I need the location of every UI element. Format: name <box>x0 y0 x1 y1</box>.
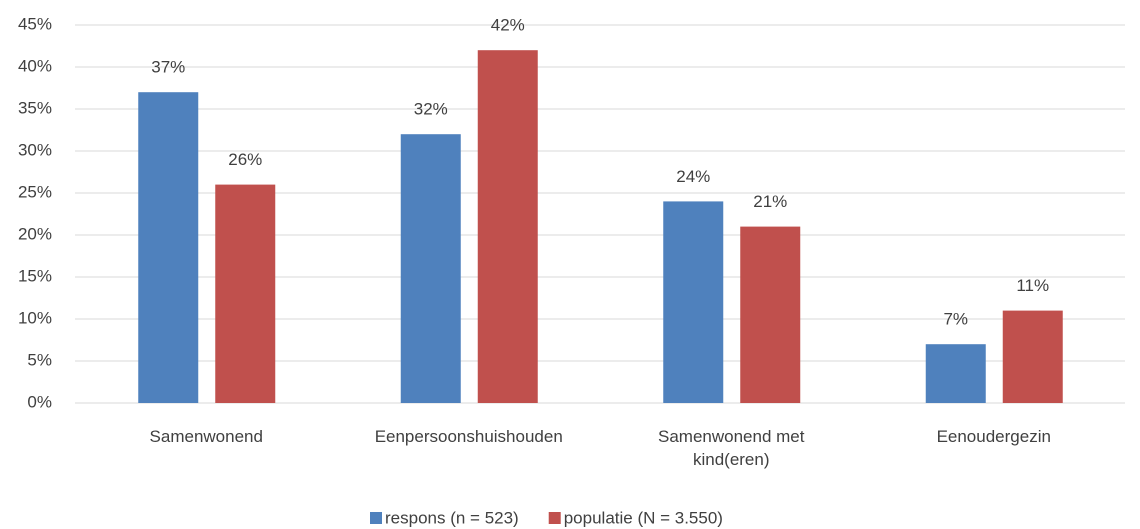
y-tick-label: 5% <box>27 350 52 369</box>
y-tick-label: 25% <box>18 182 52 201</box>
bar <box>663 201 724 403</box>
y-tick-label: 45% <box>18 14 52 33</box>
y-tick-label: 40% <box>18 56 52 75</box>
bar <box>925 344 986 403</box>
bar <box>477 50 538 403</box>
data-label: 24% <box>676 167 710 186</box>
y-tick-label: 20% <box>18 224 52 243</box>
bar <box>1002 310 1063 403</box>
x-tick-label: Samenwonend met kind(eren) <box>658 427 805 469</box>
x-tick-label: Eenoudergezin <box>936 427 1051 446</box>
bar <box>400 134 461 403</box>
data-label: 21% <box>753 192 787 211</box>
y-tick-label: 15% <box>18 266 52 285</box>
x-tick-label: Eenpersoonshuishouden <box>374 427 563 446</box>
x-tick-label: Samenwonend <box>149 427 263 446</box>
y-tick-label: 0% <box>27 392 52 411</box>
legend-label: respons (n = 523) <box>385 508 519 527</box>
legend-label: populatie (N = 3.550) <box>564 508 723 527</box>
data-label: 37% <box>151 58 185 77</box>
legend-swatch <box>548 512 561 524</box>
bar <box>740 226 801 403</box>
bar <box>138 92 199 403</box>
data-label: 11% <box>1016 276 1049 295</box>
data-label: 26% <box>228 150 262 169</box>
bar <box>215 184 276 403</box>
data-label: 32% <box>414 100 448 119</box>
y-tick-label: 10% <box>18 308 52 327</box>
data-label: 7% <box>943 310 968 329</box>
data-label: 42% <box>491 16 525 35</box>
legend-swatch <box>370 512 382 524</box>
y-tick-label: 35% <box>18 98 52 117</box>
y-tick-label: 30% <box>18 140 52 159</box>
